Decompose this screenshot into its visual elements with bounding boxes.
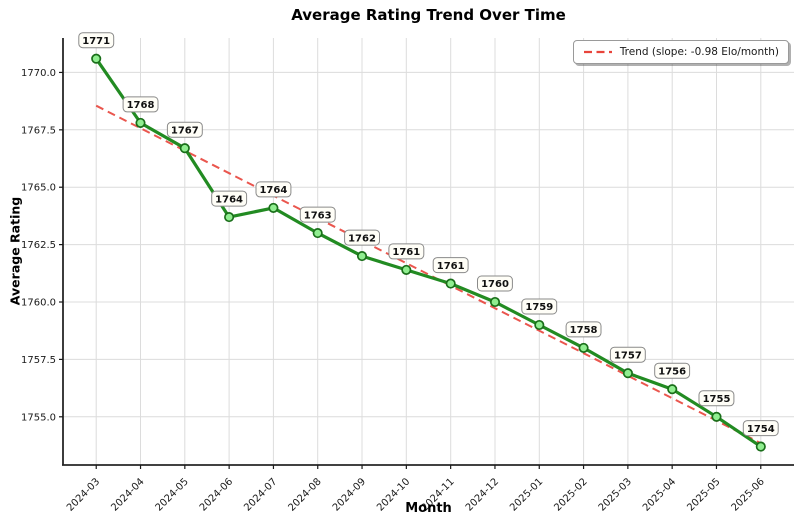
data-point-marker [312,228,323,239]
point-label-box [565,321,602,338]
y-tick-label: 1762.5 [21,240,56,251]
data-point-marker [135,117,146,128]
data-point-marker [711,411,722,422]
trend-dash-icon [583,49,613,55]
point-label-text: 1760 [481,279,509,290]
y-tick-label: 1760.0 [21,298,56,309]
point-label-text: 1756 [658,366,686,377]
y-tick-label: 1755.0 [21,412,56,423]
point-label-text: 1767 [171,125,199,136]
point-label-text: 1758 [570,325,598,336]
data-point-marker [445,278,456,289]
y-axis-label: Average Rating [7,196,23,306]
x-axis-label: Month [405,501,452,516]
data-point-marker [224,212,235,223]
data-point-marker [578,342,589,353]
point-label-box [122,96,159,113]
legend-label: Trend (slope: -0.98 Elo/month) [619,46,779,58]
point-label-text: 1761 [437,261,465,272]
data-point-marker [268,202,279,213]
point-label-box [521,298,558,315]
point-label-box [166,121,203,138]
data-point-marker [622,368,633,379]
point-label-text: 1755 [703,394,731,405]
trend-line [95,104,762,445]
data-point-marker [401,264,412,275]
y-tick-label: 1770.0 [21,68,56,79]
data-point-marker [179,143,190,154]
chart-title: Average Rating Trend Over Time [291,6,566,24]
rating-line [94,57,763,449]
point-label-box [742,420,779,437]
data-point-marker [489,296,501,308]
point-label-box [255,181,292,198]
point-label-box [388,243,425,260]
point-label-text: 1754 [747,424,775,435]
point-label-text: 1761 [392,247,420,258]
data-point-marker [667,384,678,395]
y-tick-label: 1757.5 [21,355,56,366]
point-label-box [78,32,115,49]
point-label-text: 1759 [525,302,553,313]
point-label-text: 1762 [348,233,376,244]
point-label-box [698,390,735,407]
point-label-box [609,346,646,363]
point-label-text: 1764 [259,185,287,196]
point-label-box [299,206,336,223]
point-label-box [654,362,691,379]
data-point-marker [755,441,766,452]
y-tick-label: 1765.0 [21,183,56,194]
point-label-box [432,257,469,274]
data-point-marker [534,319,545,331]
point-label-text: 1771 [82,36,110,47]
point-label-text: 1764 [215,194,243,205]
point-label-box [344,229,381,246]
point-label-text: 1763 [304,210,332,221]
point-label-box [211,190,248,207]
legend: Trend (slope: -0.98 Elo/month) [572,40,789,64]
data-point-marker [91,53,102,64]
y-tick-label: 1767.5 [21,125,56,136]
data-point-marker [356,251,368,262]
point-label-box [477,275,513,292]
point-label-text: 1757 [614,350,642,361]
point-label-text: 1768 [127,100,155,111]
